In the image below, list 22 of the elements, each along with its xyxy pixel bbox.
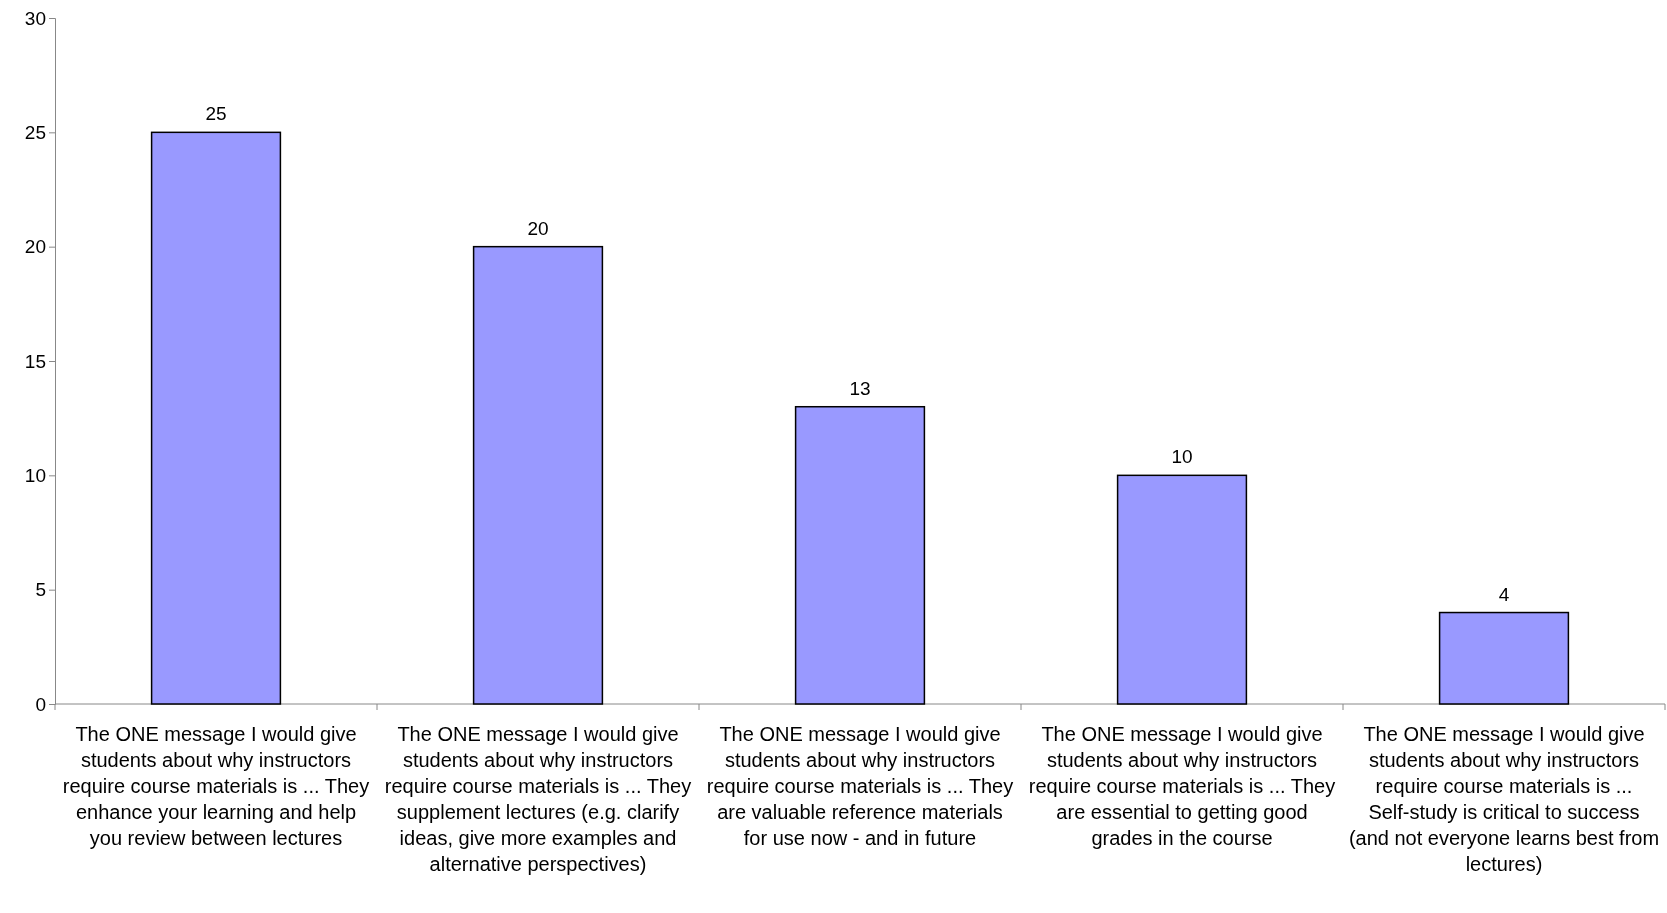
x-tick-label: The ONE message I would give students about why instructors require course materials is ... They are essential to getting good grades in the course xyxy=(1028,723,1336,849)
x-tick-label: The ONE message I would give students about why instructors require course materials is ... They enhance your learning and help you review between lectures xyxy=(62,723,370,849)
data-label: 10 xyxy=(1171,446,1193,468)
y-tick-label: 30 xyxy=(24,7,46,29)
y-tick-label: 15 xyxy=(24,350,46,372)
data-label: 4 xyxy=(1498,583,1510,605)
x-tick-label: The ONE message I would give students about why instructors require course materials is ... Self-study is critical to success (and not everyone learns best from lectures) xyxy=(1348,723,1660,875)
bar xyxy=(794,405,926,705)
y-tick-label: 25 xyxy=(24,121,46,143)
data-label: 25 xyxy=(205,103,227,125)
y-tick-label: 20 xyxy=(24,236,46,258)
y-tick-label: 0 xyxy=(35,693,46,715)
bar xyxy=(1438,611,1570,705)
bar xyxy=(472,245,604,705)
data-label: 20 xyxy=(527,217,549,239)
bar xyxy=(150,131,282,705)
data-label: 13 xyxy=(849,377,871,399)
x-tick-label: The ONE message I would give students about why instructors require course materials is ... They supplement lectures (e.g. clarify ideas, give more examples and alternative perspectives) xyxy=(384,723,692,875)
y-tick-label: 5 xyxy=(35,579,46,601)
bar xyxy=(1116,474,1248,705)
y-tick-label: 10 xyxy=(24,464,46,486)
x-tick-label: The ONE message I would give students about why instructors require course materials is ... They are valuable reference materials for use now - and in future xyxy=(706,723,1014,849)
